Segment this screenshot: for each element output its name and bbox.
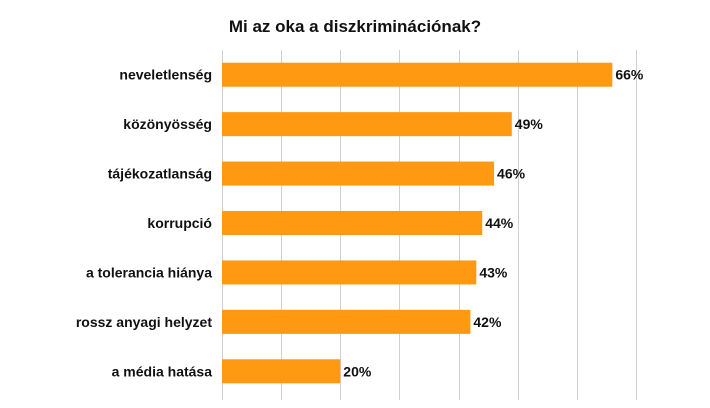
bar bbox=[222, 62, 613, 87]
category-label: a média hatása bbox=[112, 363, 213, 379]
value-label: 66% bbox=[615, 67, 644, 83]
bar bbox=[222, 161, 495, 186]
value-label: 43% bbox=[479, 264, 508, 280]
bar bbox=[222, 359, 341, 384]
label-layer: neveletlenség 66% közönyösség 49% tájékozatl… bbox=[76, 67, 644, 380]
category-label: rossz anyagi helyzet bbox=[76, 314, 213, 330]
category-label: a tolerancia hiánya bbox=[86, 264, 212, 280]
bar bbox=[222, 112, 512, 137]
bar bbox=[222, 309, 471, 334]
value-label: 44% bbox=[485, 215, 514, 231]
category-label: közönyösség bbox=[123, 116, 212, 132]
category-label: tájékozatlanság bbox=[108, 166, 212, 182]
value-label: 46% bbox=[497, 166, 526, 182]
value-label: 20% bbox=[343, 363, 372, 379]
value-label: 49% bbox=[515, 116, 544, 132]
bar bbox=[222, 211, 483, 235]
chart-title: Mi az oka a diszkriminációnak? bbox=[228, 17, 482, 36]
bar bbox=[222, 260, 477, 285]
bar-layer bbox=[222, 62, 613, 384]
category-label: korrupció bbox=[147, 215, 212, 231]
value-label: 42% bbox=[473, 314, 502, 330]
category-label: neveletlenség bbox=[119, 67, 212, 83]
